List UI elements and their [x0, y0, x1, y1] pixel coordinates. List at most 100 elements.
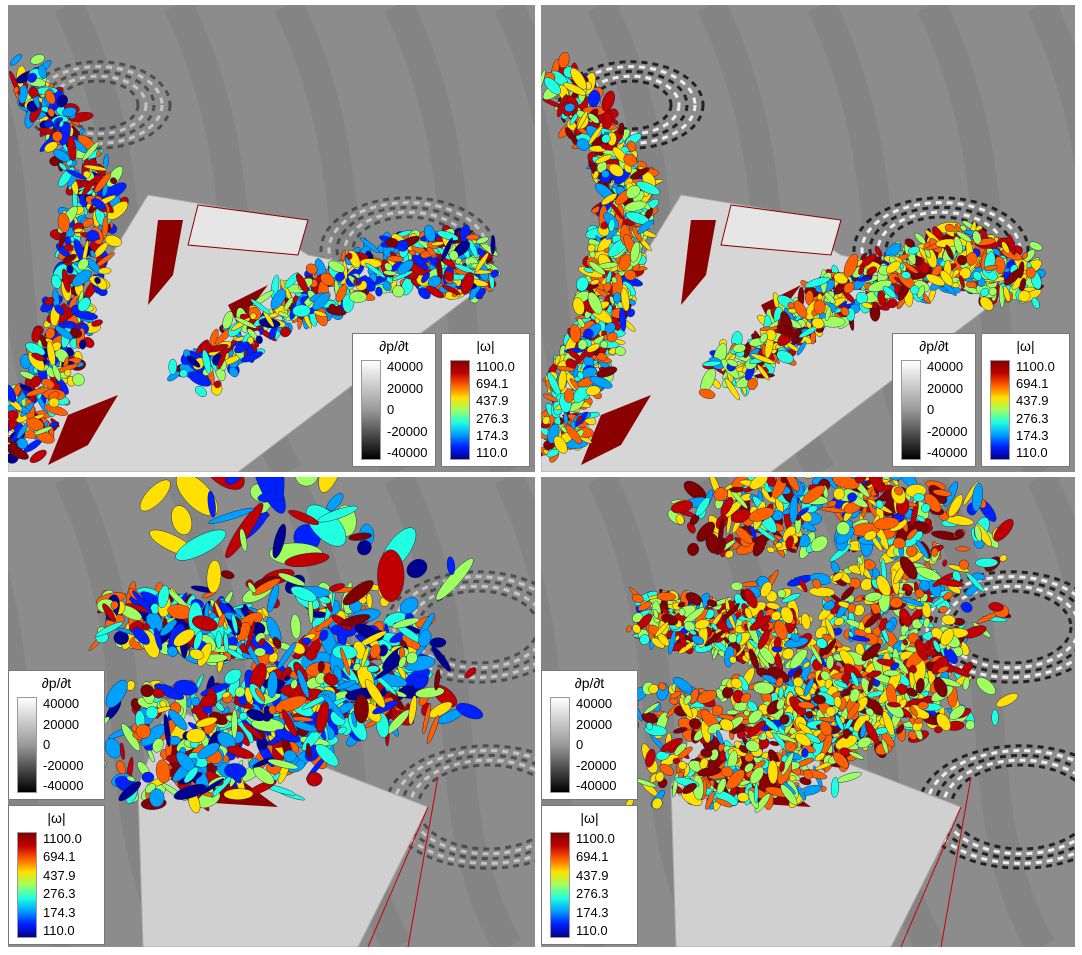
legend-tick-label: 40000 — [927, 359, 964, 374]
vortex-structure — [823, 600, 836, 611]
panel: ∂p/∂t 40000 20000 0 -20000 -40000 |ω| 1100.0 694… — [8, 5, 535, 472]
vortex-structure — [577, 371, 584, 380]
background-stripe — [1027, 5, 1075, 168]
edge-line — [367, 776, 439, 947]
vortex-structure — [54, 304, 65, 315]
vortex-structure — [744, 752, 754, 763]
vortex-structure — [242, 722, 263, 740]
vortex-structure — [910, 285, 920, 295]
vortex-structure — [132, 590, 153, 614]
vortex-structure — [789, 775, 797, 782]
vortex-structure — [563, 82, 587, 96]
vortex-structure — [135, 723, 151, 739]
vortex-structure — [623, 153, 638, 167]
vortex-structure — [51, 131, 63, 142]
vortex-structure — [843, 281, 855, 294]
vortex-structure — [224, 668, 242, 685]
vortex-structure — [187, 371, 212, 387]
vortex-structure — [254, 647, 266, 657]
vortex-structure — [348, 532, 372, 541]
legend-tick-label: -40000 — [43, 778, 84, 793]
vortex-structure — [214, 380, 222, 389]
flow-visualization — [8, 477, 535, 947]
vortex-structure — [612, 292, 622, 304]
vortex-structure — [705, 791, 715, 810]
vortex-structure — [576, 138, 590, 151]
legend-tick-label: 174.3 — [1016, 427, 1049, 443]
vortex-structure — [398, 656, 407, 668]
vortex-structure — [218, 613, 226, 628]
vortex-structure — [711, 704, 724, 717]
vorticity-legend: |ω| 1100.0 694.1 437.9 276.3 174.3 110.0 — [8, 805, 105, 945]
vortex-structure — [589, 376, 613, 389]
vortex-structure — [744, 762, 754, 773]
vortex-structure — [553, 435, 568, 454]
vortex-structure — [69, 328, 83, 339]
vortex-structure — [792, 676, 804, 688]
vortex-structure — [689, 688, 699, 704]
vortex-structure — [346, 252, 353, 260]
vortex-structure — [814, 752, 826, 762]
vortex-structure — [377, 549, 405, 602]
vortex-structure — [759, 332, 768, 344]
vortex-structure — [340, 647, 351, 676]
vortex-structure — [636, 181, 661, 196]
wing-flap — [720, 204, 842, 256]
vortex-structure — [396, 260, 414, 275]
vortex-structure — [284, 272, 300, 289]
vortex-structure — [569, 324, 581, 343]
vortex-structure — [824, 639, 837, 656]
vortex-structure — [824, 678, 833, 689]
vortex-structure — [601, 90, 615, 112]
vortex-structure — [247, 582, 257, 594]
vortex-structure — [51, 274, 62, 289]
vortex-structure — [221, 691, 231, 699]
legend-tick-label: 40000 — [43, 696, 80, 711]
legend-tick-label: 1100.0 — [43, 831, 82, 846]
vortex-structure — [949, 705, 966, 720]
vortex-structure — [625, 625, 632, 633]
legend-tick-label: -20000 — [387, 423, 428, 439]
vorticity-legend: |ω| 1100.0 694.1 437.9 276.3 174.3 110.0 — [981, 333, 1070, 467]
vortex-structure — [199, 778, 225, 795]
vortex-structure — [959, 275, 965, 289]
vortex-structure — [163, 713, 171, 747]
vortex-structure — [683, 607, 705, 625]
vortex-structure — [980, 287, 990, 297]
vortex-structure — [270, 288, 287, 310]
vortex-structure — [139, 479, 171, 512]
vortex-structure — [239, 712, 248, 721]
vortex-structure — [728, 633, 738, 643]
vortex-structure — [74, 311, 98, 320]
vortex-structure — [202, 349, 212, 374]
vortex-structure — [418, 629, 432, 648]
vortex-structure — [278, 311, 290, 318]
vortex-structure — [966, 252, 978, 266]
vortex-structure — [408, 695, 417, 725]
vortex-structure — [8, 423, 10, 442]
vortex-structure — [624, 269, 637, 281]
vortex-structure — [284, 675, 291, 682]
vortex-structure — [833, 695, 842, 708]
vortex-structure — [258, 638, 265, 646]
vortex-structure — [773, 636, 782, 649]
vortex-structure — [179, 369, 188, 378]
vortex-structure — [760, 581, 772, 598]
colorbar — [17, 832, 37, 938]
vortex-structure — [426, 715, 440, 745]
vortex-structure — [587, 291, 603, 315]
vortex-structure — [197, 742, 220, 759]
vortex-structure — [102, 603, 117, 623]
vortex-structure — [456, 703, 484, 720]
colorbar — [450, 360, 470, 460]
vortex-structure — [313, 310, 327, 317]
vortex-structure — [660, 737, 683, 753]
vortex-structure — [294, 477, 319, 487]
separation-region — [48, 220, 268, 465]
vortex-structure — [154, 683, 184, 700]
vortex-structure — [601, 134, 611, 144]
vortex-structure — [412, 675, 429, 690]
vortex-structure — [564, 127, 575, 141]
vortex-structure — [277, 642, 297, 669]
vortex-structure — [972, 230, 982, 245]
